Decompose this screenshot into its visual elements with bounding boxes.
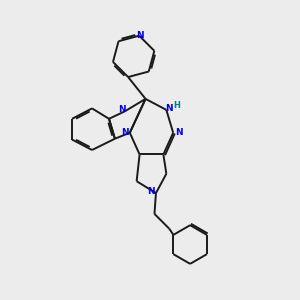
Text: N: N xyxy=(147,187,154,196)
Text: N: N xyxy=(122,128,129,137)
Text: N: N xyxy=(118,105,126,114)
Text: H: H xyxy=(173,101,180,110)
Text: N: N xyxy=(136,31,144,40)
Text: N: N xyxy=(166,104,173,113)
Text: N: N xyxy=(175,128,182,137)
